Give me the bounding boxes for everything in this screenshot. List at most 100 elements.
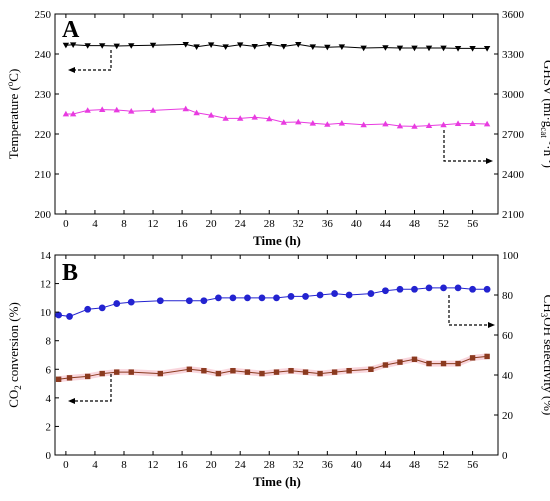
series-0-point (469, 46, 476, 52)
series-0-point (382, 287, 389, 295)
y-right-tick-label: 20 (502, 410, 514, 422)
series-1-point (382, 120, 389, 127)
series-1-point (484, 353, 490, 360)
series-0-point (396, 285, 404, 293)
series-0-point (440, 45, 447, 52)
panel-a-ylabel-right: GHSV (ml·gcat-1·h-1) (539, 60, 550, 168)
series-1-point (411, 356, 418, 362)
series-0-point (483, 46, 491, 52)
series-0-point (273, 294, 280, 302)
series-1-point (280, 119, 287, 125)
y-left-tick-label: 250 (35, 9, 52, 21)
panel-a-markers (62, 42, 491, 129)
series-0-point (316, 291, 324, 299)
series-0-point (454, 46, 462, 52)
series-1-point (244, 369, 251, 375)
x-tick-label: 52 (438, 459, 449, 471)
series-0-point (309, 44, 317, 50)
x-tick-label: 16 (177, 459, 189, 471)
series-0-point (251, 44, 258, 50)
y-left-tick-label: 210 (35, 169, 52, 181)
series-0-point (182, 42, 189, 48)
series-1-point (193, 109, 200, 116)
series-1-point (157, 370, 164, 377)
series-0-point (113, 43, 120, 50)
y-left-tick-label: 2 (46, 421, 52, 433)
series-0-line (65, 43, 488, 49)
series-0-point (193, 44, 200, 50)
x-tick-label: 48 (409, 218, 421, 230)
panel-a-ylabel-left: Temperature (oC) (5, 69, 21, 160)
series-1-point (426, 360, 432, 367)
panel-b-xticks: 0 4 8 12 16 20 24 28 32 36 40 44 48 52 56 (63, 255, 479, 471)
series-1-point (69, 110, 77, 117)
series-1-point (302, 369, 309, 375)
panel-b-ylabel-right: CH3OH selectivity (%) (539, 295, 550, 416)
series-1-point (99, 370, 105, 377)
y-left-tick-label: 10 (40, 307, 52, 319)
x-tick-label: 16 (177, 218, 189, 230)
series-0-point (149, 42, 157, 49)
series-0-point (454, 284, 462, 292)
x-tick-label: 36 (322, 459, 334, 471)
x-tick-label: 56 (467, 218, 479, 230)
series-0-point (156, 297, 164, 305)
x-tick-label: 28 (264, 218, 276, 230)
x-tick-label: 40 (351, 218, 363, 230)
series-0-point (113, 300, 121, 307)
panel-a-right-axis-arrow (443, 130, 488, 162)
series-0-point (84, 43, 91, 49)
panel-b-ylabel-left: CO2 conversion (%) (6, 302, 23, 408)
series-1-point (207, 112, 215, 118)
y-left-tick-label: 4 (46, 393, 52, 405)
series-0-point (411, 285, 418, 293)
series-0-line (58, 287, 488, 317)
panel-a-letter: A (62, 17, 80, 43)
panel-a-left-axis-arrow (72, 50, 112, 71)
series-0-point (185, 297, 193, 305)
series-0-point (302, 293, 309, 300)
series-1-point (114, 369, 120, 375)
series-0-point (244, 294, 251, 302)
series-1-point (55, 376, 62, 382)
y-left-tick-label: 0 (46, 450, 52, 462)
x-tick-label: 20 (206, 218, 218, 230)
x-tick-label: 0 (63, 218, 69, 230)
x-tick-label: 8 (121, 218, 127, 230)
series-0-point (338, 44, 346, 50)
series-1-point (331, 369, 338, 375)
panel-a-xticks: 0 4 8 12 16 20 24 28 32 36 40 44 48 52 56 (63, 14, 479, 230)
series-1-point (295, 118, 302, 125)
y-right-tick-label: 3300 (502, 49, 525, 61)
panel-a: 0 4 8 12 16 20 24 28 32 36 40 44 48 52 56 200210220230… (5, 9, 550, 248)
x-tick-label: 28 (264, 459, 276, 471)
series-0-point (69, 42, 77, 48)
series-0-point (215, 294, 222, 302)
panel-b-frame (54, 254, 499, 456)
series-1-point (469, 355, 476, 361)
series-1-point (288, 368, 294, 374)
series-1-line (65, 108, 488, 127)
y-left-tick-label: 6 (46, 364, 52, 376)
series-1-point (66, 375, 73, 381)
y-right-tick-label: 3600 (502, 9, 525, 21)
y-right-tick-label: 2400 (502, 169, 525, 181)
panel-a-xlabel: Time (h) (253, 233, 301, 248)
series-1-point (149, 107, 157, 113)
panel-b-xlabel: Time (h) (253, 474, 301, 489)
y-right-tick-label: 0 (502, 450, 508, 462)
series-0-point (258, 294, 266, 302)
series-0-point (62, 42, 70, 49)
series-1-point (483, 120, 491, 127)
y-right-tick-label: 60 (502, 330, 514, 342)
series-0-point (207, 42, 215, 48)
x-tick-label: 20 (206, 459, 218, 471)
series-0-point (360, 45, 367, 52)
series-1-point (324, 121, 331, 127)
y-left-tick-label: 12 (40, 279, 51, 291)
series-1-point (186, 366, 193, 372)
x-tick-label: 44 (380, 459, 392, 471)
series-0-point (440, 284, 447, 292)
series-1-point (309, 120, 317, 126)
series-1-point (84, 107, 91, 113)
